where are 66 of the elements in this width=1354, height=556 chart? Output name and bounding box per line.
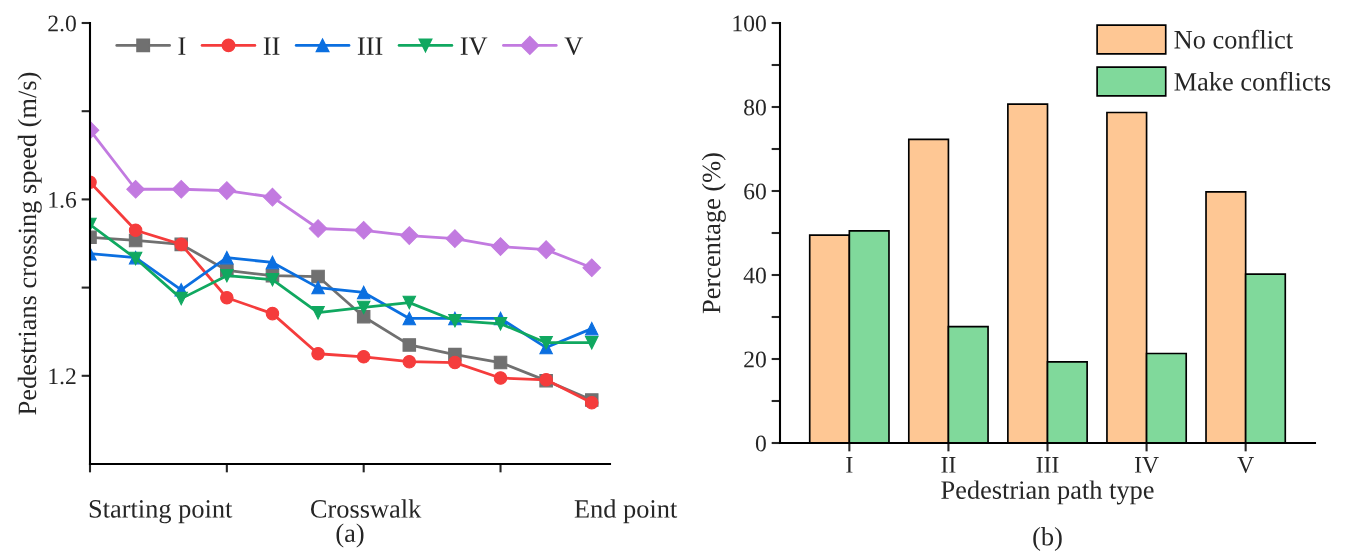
y-tick-label: 1.2	[49, 368, 76, 385]
y-axis-title: Pedestrians crossing speed (m/s)	[17, 72, 42, 415]
y-tick-label: 40	[743, 267, 766, 284]
point	[354, 220, 374, 240]
point	[311, 269, 325, 284]
legend-label: Make conflicts	[1174, 71, 1331, 91]
legend-label: III	[357, 37, 383, 55]
point	[402, 338, 417, 352]
text: (a)	[336, 523, 364, 548]
point	[174, 291, 188, 306]
legend-label: IV	[460, 37, 488, 56]
x-tick-label: III	[1036, 457, 1059, 473]
y-tick-label: 100	[733, 15, 766, 32]
point	[171, 179, 191, 199]
y-tick-label: 1.6	[49, 191, 77, 208]
point	[356, 350, 371, 364]
point	[493, 371, 508, 385]
point	[356, 300, 371, 315]
legend-label: II	[263, 37, 280, 55]
point	[220, 250, 234, 265]
point	[536, 240, 556, 260]
point	[126, 179, 145, 199]
point	[265, 306, 280, 321]
point	[445, 229, 465, 249]
x-axis-title: Pedestrian path type	[941, 480, 1154, 505]
point	[493, 316, 508, 331]
x-tick-label: IV	[1134, 457, 1159, 473]
text: End point	[574, 499, 678, 524]
point	[265, 255, 280, 270]
text: Crosswalk	[310, 499, 422, 518]
x-tick-label: I	[846, 457, 853, 473]
x-tick-label: V	[1237, 457, 1254, 473]
x-tick-label: II	[941, 457, 956, 473]
point	[399, 226, 419, 245]
point	[582, 258, 602, 278]
point	[311, 305, 325, 320]
legend-label: I	[178, 37, 186, 55]
legend-label: V	[564, 37, 583, 56]
point	[493, 355, 508, 370]
y-tick-label: 0	[755, 435, 766, 452]
point	[584, 321, 599, 336]
point	[402, 295, 417, 310]
point	[356, 285, 371, 300]
point	[311, 280, 325, 295]
point	[308, 219, 328, 238]
point	[128, 223, 143, 238]
y-tick-label: 60	[744, 183, 766, 200]
point	[220, 268, 234, 283]
point	[402, 354, 417, 369]
point	[263, 187, 282, 207]
point	[584, 335, 599, 350]
point	[311, 346, 325, 361]
point	[491, 237, 510, 256]
text: Starting point	[89, 500, 233, 524]
point	[402, 311, 417, 326]
y-tick-label: 80	[744, 99, 766, 116]
legend-label: No conflict	[1174, 29, 1293, 49]
point	[220, 290, 234, 305]
text: (b)	[1033, 527, 1062, 551]
y-axis-title: Percentage (%)	[701, 153, 726, 314]
y-tick-label: 20	[744, 351, 766, 368]
point	[217, 181, 237, 200]
point	[265, 272, 280, 287]
y-tick-label: 2.0	[48, 15, 76, 32]
point	[539, 335, 553, 350]
point	[448, 355, 462, 370]
